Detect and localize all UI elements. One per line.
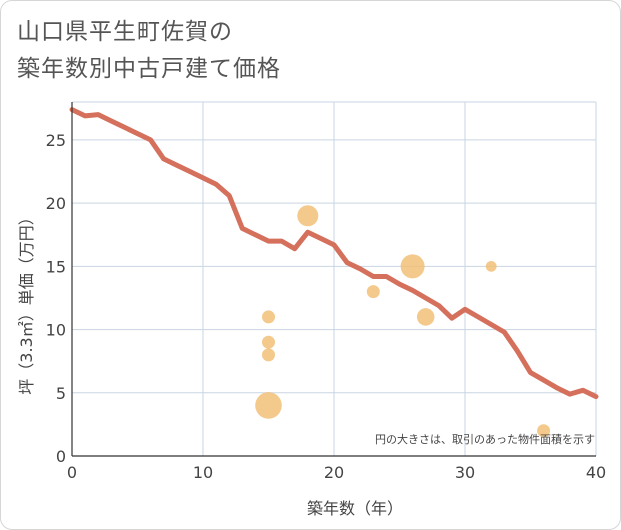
x-tick-label: 20 xyxy=(324,463,344,482)
line-series xyxy=(69,107,599,400)
y-tick-label: 20 xyxy=(46,194,66,213)
x-tick-label: 30 xyxy=(455,463,475,482)
tick-labels: 0 10 20 30 40 0 5 10 15 20 25 xyxy=(46,131,607,482)
y-axis-title: 坪（3.3㎡）単価（万円） xyxy=(17,209,36,394)
scatter-point xyxy=(262,335,275,349)
scatter-series xyxy=(255,205,551,438)
scatter-point xyxy=(485,260,497,272)
bubble-size-note: 円の大きさは、取引のあった物件面積を示す xyxy=(375,432,595,446)
scatter-point xyxy=(297,205,319,227)
y-tick-label: 10 xyxy=(46,321,66,340)
scatter-point xyxy=(400,254,425,279)
chart-title-line2: 築年数別中古戸建て価格 xyxy=(17,56,281,82)
grid-lines xyxy=(72,101,597,456)
scatter-point xyxy=(262,310,275,324)
y-tick-label: 15 xyxy=(46,257,66,276)
scatter-point xyxy=(262,348,275,362)
scatter-point xyxy=(366,285,380,299)
y-tick-label: 5 xyxy=(56,384,66,403)
scatter-point xyxy=(255,392,282,419)
price-trend-line xyxy=(69,107,599,400)
axes xyxy=(71,102,596,457)
x-axis-title: 築年数（年） xyxy=(307,499,403,518)
y-tick-label: 25 xyxy=(46,131,66,150)
chart-title-line1: 山口県平生町佐賀の xyxy=(17,19,233,45)
scatter-point xyxy=(416,308,435,326)
chart-title: 山口県平生町佐賀の 築年数別中古戸建て価格 xyxy=(17,14,281,88)
x-tick-label: 40 xyxy=(586,463,606,482)
y-tick-label: 0 xyxy=(56,447,66,466)
scatter-point xyxy=(537,424,551,438)
x-tick-label: 0 xyxy=(67,463,77,482)
x-tick-label: 10 xyxy=(193,463,213,482)
